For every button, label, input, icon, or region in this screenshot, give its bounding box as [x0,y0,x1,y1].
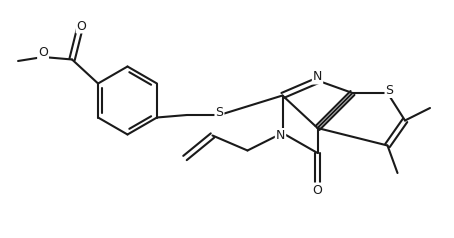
Text: N: N [276,129,285,142]
Text: O: O [312,183,322,197]
Text: O: O [38,46,48,59]
Text: S: S [216,106,223,119]
Text: O: O [77,20,87,33]
Text: N: N [313,70,322,84]
Text: S: S [385,84,394,97]
